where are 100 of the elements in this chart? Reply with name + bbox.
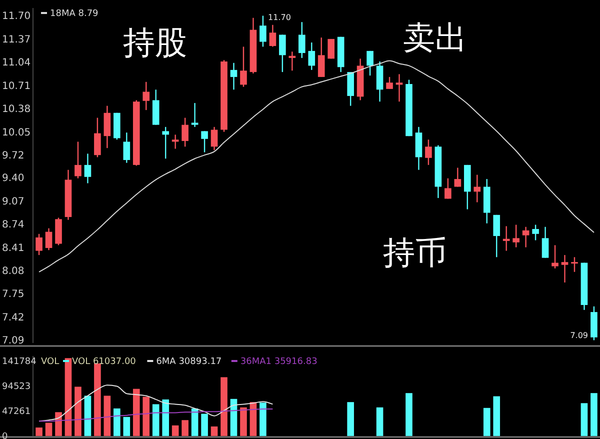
bar [580,403,588,436]
candlestick [444,178,452,200]
candlestick [142,81,150,111]
y-tick-label: 8.41 [2,242,24,254]
y-tick-label: 11.70 [2,11,31,22]
candlestick [386,76,393,90]
bar [220,377,228,436]
legend-label: VOL 61037.00 [72,357,136,368]
candlestick [240,46,247,88]
candlestick [347,71,354,106]
y-tick-label: 10.38 [2,104,31,116]
candlestick [425,139,432,166]
y-tick-label: 94523 [2,382,31,392]
bar [260,402,266,436]
y-tick-label: 11.37 [2,34,31,46]
candlestick [493,214,500,258]
bar [55,412,62,436]
bar [182,420,188,436]
bar [201,414,208,436]
candlestick [162,126,170,160]
candlestick [210,126,218,151]
candlestick [308,42,316,71]
candlestick [552,244,558,269]
y-tick-label: 7.75 [2,289,24,300]
annotation: 7.09 [570,331,588,340]
legend-label: 18MA 8.79 [50,9,99,20]
candlestick [182,117,188,148]
candlestick [94,117,101,158]
bar [36,428,42,436]
candlestick [474,174,481,203]
candlestick [104,105,111,149]
candlestick [45,228,52,251]
candlestick [571,256,578,273]
bar [114,408,120,436]
y-tick-label: 9.72 [2,150,24,162]
candlestick [172,134,179,150]
candlestick [318,36,325,78]
candlestick [260,15,266,48]
y-tick-label: 9.40 [2,173,24,184]
y-tick-label: 7.09 [2,336,24,347]
annotation: 11.70 [268,13,291,22]
y-tick-label: 10.71 [2,80,31,92]
y-tick-label: 10.05 [2,127,31,138]
candlestick [502,226,510,252]
bar [191,408,198,436]
candlestick [191,102,198,128]
candlestick [201,130,208,153]
y-tick-label: 8.74 [2,220,24,231]
candlestick [522,226,530,248]
bar [172,425,179,436]
candlestick [561,254,568,284]
y-tick-label: 7.42 [2,312,24,324]
bar [162,399,170,436]
bar [376,407,384,436]
legend-label: 36MA1 35916.83 [240,357,318,368]
candlestick [269,24,276,48]
bar [250,402,257,436]
candlestick [36,233,42,256]
y-tick-label: 8.08 [2,266,24,278]
bar [240,407,247,436]
annotation: 卖出 [403,18,467,56]
candlestick [123,132,130,164]
candlestick [84,153,92,184]
candlestick [298,21,306,59]
y-tick-label: 11.04 [2,58,31,69]
bar [74,386,82,436]
bar [104,396,111,436]
y-tick-label: 0 [2,432,8,439]
candlestick [376,60,384,102]
candlestick [366,50,374,76]
annotation: 持币 [383,233,447,272]
bar [152,404,160,436]
candlestick [542,226,549,258]
y-tick-label: 141784 [2,357,37,368]
bar [64,358,72,436]
line-series [38,408,274,422]
bar [590,393,598,436]
bar [210,426,218,436]
candlestick [74,141,82,179]
candlestick [454,167,462,188]
bar [406,393,412,436]
bar [94,363,101,436]
candlestick [532,224,539,241]
y-tick-label: 47261 [2,407,31,418]
bar [483,408,490,436]
candlestick [230,62,238,90]
bar [142,396,150,436]
bar [230,398,238,436]
bar [45,422,52,436]
candlestick [512,224,520,248]
candlestick [396,74,403,102]
y-tick-label: 9.07 [2,196,24,208]
annotation: 持股 [123,23,187,62]
bar [84,396,92,436]
candlestick [279,34,286,73]
candlestick [288,51,296,72]
chart-title: VOL [41,357,60,368]
bar [132,388,140,436]
legend-label: 6MA 30893.17 [156,357,222,368]
bar [493,396,500,436]
